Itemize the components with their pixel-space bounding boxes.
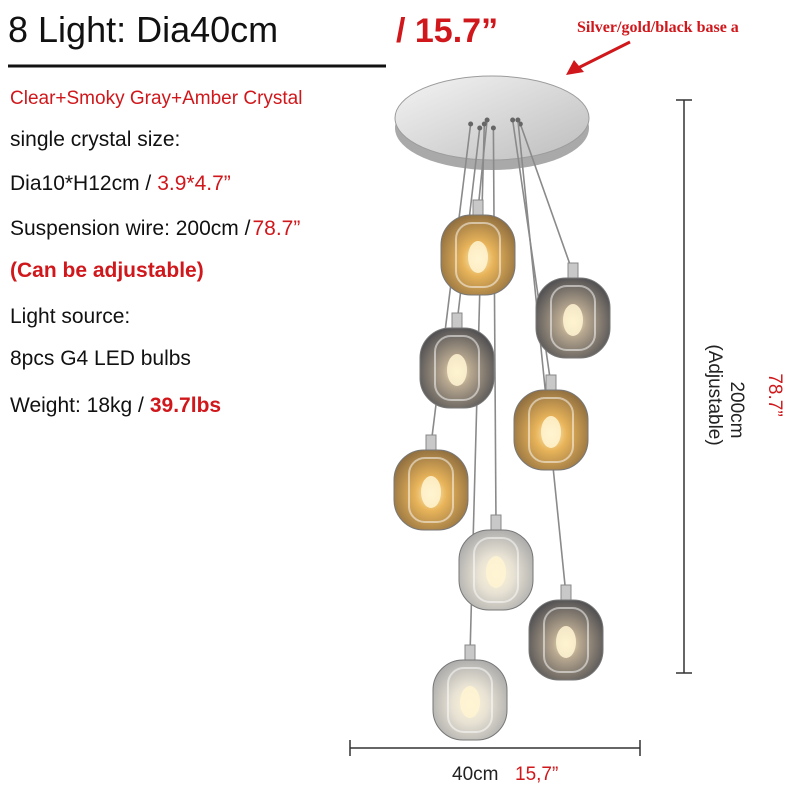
crystal-highlight <box>434 335 480 401</box>
crystal-highlight <box>447 667 493 733</box>
wire-anchor <box>468 121 474 127</box>
bulb-glow <box>460 686 480 718</box>
wire <box>492 127 497 526</box>
pendant-cap <box>545 374 557 392</box>
width-dimension <box>349 740 641 756</box>
spec-label: 8pcs G4 LED bulbs <box>10 347 191 370</box>
wire-anchor <box>515 117 521 123</box>
width-label: 40cm <box>452 764 498 785</box>
pendant-cap <box>472 199 484 217</box>
spec-alt: 3.9*4.7” <box>157 172 231 195</box>
lamp <box>393 75 611 741</box>
ceiling-plate <box>394 75 590 161</box>
crystal-highlight <box>473 537 519 603</box>
spec-label: Dia10*H12cm / <box>10 172 151 195</box>
wire-anchor <box>484 117 490 123</box>
pendant-cap <box>560 584 572 602</box>
bulb-glow <box>563 304 583 336</box>
title-alt: / 15.7” <box>396 12 498 50</box>
spec-alt: 39.7lbs <box>150 394 221 417</box>
spec-label: single crystal size: <box>10 128 180 151</box>
crystal-highlight <box>528 397 574 463</box>
bulb-glow <box>468 241 488 273</box>
pendant-cap <box>490 514 502 532</box>
bulb-glow <box>556 626 576 658</box>
wire <box>519 123 574 274</box>
spec-label: Clear+Smoky Gray+Amber Crystal <box>10 88 302 109</box>
spec-line: Clear+Smoky Gray+Amber Crystal <box>10 88 302 109</box>
spec-label: Suspension wire: 200cm / <box>10 217 251 240</box>
wire <box>517 119 567 596</box>
title: 8 Light: Dia40cm <box>8 9 278 50</box>
spec-line: Suspension wire: 200cm /78.7” <box>10 217 300 240</box>
wire-anchor <box>481 121 487 127</box>
spec-line: Light source: <box>10 305 130 328</box>
crystal-highlight <box>408 457 454 523</box>
bulb-glow <box>447 354 467 386</box>
bulb-glow <box>541 416 561 448</box>
crystal-highlight <box>550 285 596 351</box>
bulb-glow <box>486 556 506 588</box>
wire-anchor <box>490 125 496 131</box>
bulb-glow <box>421 476 441 508</box>
height-alt: 78.7” <box>764 373 785 416</box>
spec-label: Weight: 18kg / <box>10 394 144 417</box>
pendant-cap <box>451 312 463 330</box>
arrow <box>566 40 631 75</box>
wire-anchor <box>477 125 483 131</box>
height-label: 200cm <box>726 381 747 438</box>
crystal-highlight <box>455 222 501 288</box>
spec-line: single crystal size: <box>10 128 180 151</box>
spec-line: Dia10*H12cm / 3.9*4.7” <box>10 172 231 195</box>
base-note: Silver/gold/black base a <box>577 19 739 36</box>
height-dimension <box>676 99 692 674</box>
wire-anchor <box>510 117 516 123</box>
crystal-highlight <box>543 607 589 673</box>
spec-alt: 78.7” <box>252 217 300 240</box>
spec-line: (Can be adjustable) <box>10 259 204 282</box>
pendant-cap <box>464 644 476 662</box>
spec-label: (Can be adjustable) <box>10 259 204 282</box>
width-alt: 15,7” <box>515 764 558 785</box>
spec-line: Weight: 18kg / 39.7lbs <box>10 394 221 417</box>
spec-label: Light source: <box>10 305 130 328</box>
height-note: (Adjustable) <box>704 344 725 445</box>
spec-line: 8pcs G4 LED bulbs <box>10 347 191 370</box>
pendant-cap <box>425 434 437 452</box>
pendant-cap <box>567 262 579 280</box>
